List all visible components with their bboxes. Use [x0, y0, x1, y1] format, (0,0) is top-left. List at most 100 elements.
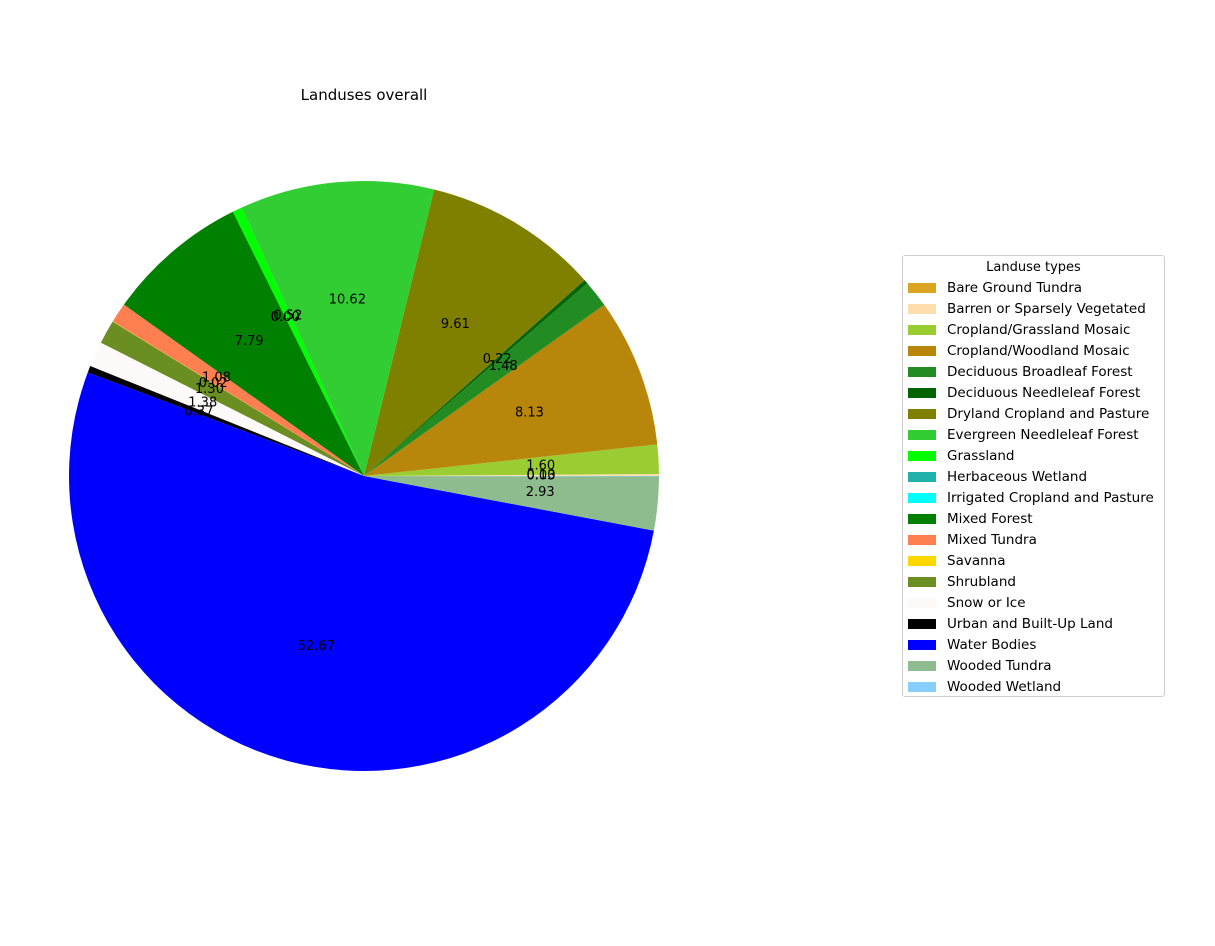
legend-item-evergreen-needleleaf-forest: Evergreen Needleleaf Forest [903, 424, 1164, 445]
legend-label: Barren or Sparsely Vegetated [947, 300, 1146, 317]
legend-item-cropland-woodland-mosaic: Cropland/Woodland Mosaic [903, 340, 1164, 361]
legend-label: Grassland [947, 447, 1015, 464]
legend-item-mixed-forest: Mixed Forest [903, 508, 1164, 529]
pie-slice-shrubland [100, 321, 364, 476]
legend-label: Wooded Tundra [947, 657, 1052, 674]
pie-slice-snow-or-ice [90, 342, 364, 476]
legend-swatch [908, 597, 936, 608]
legend-swatch [908, 471, 936, 482]
legend-label: Water Bodies [947, 636, 1037, 653]
legend-item-mixed-tundra: Mixed Tundra [903, 529, 1164, 550]
pie-label-cropland-woodland-mosaic: 8.13 [515, 406, 544, 421]
legend-label: Snow or Ice [947, 594, 1026, 611]
pie-labels: 0.101.60 8.13 1.480.22 9.61 10.62 0.520.00 0.0… [185, 292, 556, 654]
legend-label: Wooded Wetland [947, 678, 1062, 695]
pie-label-irrigated-cropland-and-pasture: 0.00 [271, 310, 300, 325]
legend-label: Mixed Forest [947, 510, 1033, 527]
pie-label-barren-or-sparsely-vegetated: 0.10 [527, 468, 556, 483]
pie-label-mixed-tundra: 1.08 [202, 371, 231, 386]
pie-slice-dryland-cropland-and-pasture [364, 189, 585, 476]
legend-item-deciduous-broadleaf-forest: Deciduous Broadleaf Forest [903, 361, 1164, 382]
legend-item-herbaceous-wetland: Herbaceous Wetland [903, 466, 1164, 487]
legend-label: Cropland/Grassland Mosaic [947, 321, 1131, 338]
legend-items: Bare Ground Tundra Barren or Sparsely Veg… [903, 277, 1164, 697]
pie-slice-water-bodies [68, 372, 654, 772]
legend-item-dryland-cropland-and-pasture: Dryland Cropland and Pasture [903, 403, 1164, 424]
pie-slice-mixed-tundra [112, 304, 364, 476]
legend-label: Herbaceous Wetland [947, 468, 1088, 485]
legend-title: Landuse types [986, 260, 1081, 275]
pie-slice-evergreen-needleleaf-forest [241, 181, 435, 476]
legend-item-cropland-grassland-mosaic: Cropland/Grassland Mosaic [903, 319, 1164, 340]
legend-label: Mixed Tundra [947, 531, 1037, 548]
pie-label-shrubland: 1.30 [195, 382, 224, 397]
legend-swatch [908, 576, 936, 587]
pie-slice-cropland-grassland-mosaic [364, 444, 659, 476]
pie-slice-savanna [112, 321, 364, 476]
pie-label-snow-or-ice: 1.38 [188, 395, 217, 410]
legend-label: Irrigated Cropland and Pasture [947, 489, 1154, 506]
legend-item-irrigated-cropland-and-pasture: Irrigated Cropland and Pasture [903, 487, 1164, 508]
pie-label-dryland-cropland-and-pasture: 9.61 [441, 317, 470, 332]
pie-slice-deciduous-needleleaf-forest [364, 280, 588, 476]
legend-swatch [908, 303, 936, 314]
legend-swatch [908, 282, 936, 293]
pie-slice-grassland [232, 207, 364, 476]
pie-label-herbaceous-wetland: 0.00 [271, 310, 300, 325]
legend-swatch [908, 555, 936, 566]
legend-label: Dryland Cropland and Pasture [947, 405, 1150, 422]
legend-swatch [908, 660, 936, 671]
chart-title: Landuses overall [300, 86, 428, 104]
legend-item-savanna: Savanna [903, 550, 1164, 571]
legend-item-barren-or-sparsely-vegetated: Barren or Sparsely Vegetated [903, 298, 1164, 319]
pie-slice-barren-or-sparsely-vegetated [364, 473, 659, 476]
pie-slice-cropland-woodland-mosaic [364, 304, 658, 476]
pie-label-savanna: 0.02 [199, 376, 228, 391]
legend-swatch [908, 366, 936, 377]
legend-label: Bare Ground Tundra [947, 279, 1083, 296]
pie-label-deciduous-needleleaf-forest: 0.22 [483, 352, 512, 367]
pie-label-water-bodies: 52.67 [298, 639, 335, 654]
legend-swatch [908, 618, 936, 629]
legend-label: Deciduous Broadleaf Forest [947, 363, 1133, 380]
pie-slice-urban-and-built-up-land [87, 366, 364, 476]
legend-label: Cropland/Woodland Mosaic [947, 342, 1130, 359]
legend-item-snow-or-ice: Snow or Ice [903, 592, 1164, 613]
legend-item-urban-and-built-up-land: Urban and Built-Up Land [903, 613, 1164, 634]
legend-item-water-bodies: Water Bodies [903, 634, 1164, 655]
legend-swatch [908, 429, 936, 440]
legend-swatch [908, 534, 936, 545]
pie-label-deciduous-broadleaf-forest: 1.48 [489, 359, 518, 374]
pie-label-wooded-wetland: 0.03 [527, 469, 556, 484]
legend-swatch [908, 492, 936, 503]
legend-swatch [908, 345, 936, 356]
legend-label: Shrubland [947, 573, 1016, 590]
pie-label-urban-and-built-up-land: 0.37 [185, 404, 214, 419]
legend-label: Savanna [947, 552, 1006, 569]
pie-slices [68, 181, 659, 772]
legend-swatch [908, 681, 936, 692]
legend-swatch [908, 408, 936, 419]
pie-slice-wooded-tundra [364, 476, 659, 531]
legend: Landuse types Bare Ground Tundra Barren o… [902, 255, 1165, 697]
legend-swatch [908, 387, 936, 398]
legend-item-wooded-tundra: Wooded Tundra [903, 655, 1164, 676]
pie-label-cropland-grassland-mosaic: 1.60 [526, 458, 555, 473]
legend-swatch [908, 639, 936, 650]
legend-item-wooded-wetland: Wooded Wetland [903, 676, 1164, 697]
legend-label: Evergreen Needleleaf Forest [947, 426, 1139, 443]
pie-slice-deciduous-broadleaf-forest [364, 283, 605, 476]
legend-label: Urban and Built-Up Land [947, 615, 1113, 632]
pie-label-wooded-tundra: 2.93 [526, 485, 555, 500]
pie-slice-wooded-wetland [364, 476, 659, 477]
legend-item-deciduous-needleleaf-forest: Deciduous Needleleaf Forest [903, 382, 1164, 403]
legend-item-bare-ground-tundra: Bare Ground Tundra [903, 277, 1164, 298]
legend-item-shrubland: Shrubland [903, 571, 1164, 592]
pie-label-grassland: 0.52 [273, 309, 302, 324]
legend-swatch [908, 450, 936, 461]
pie-label-mixed-forest: 7.79 [235, 334, 264, 349]
pie-label-evergreen-needleleaf-forest: 10.62 [329, 292, 366, 307]
legend-swatch [908, 324, 936, 335]
